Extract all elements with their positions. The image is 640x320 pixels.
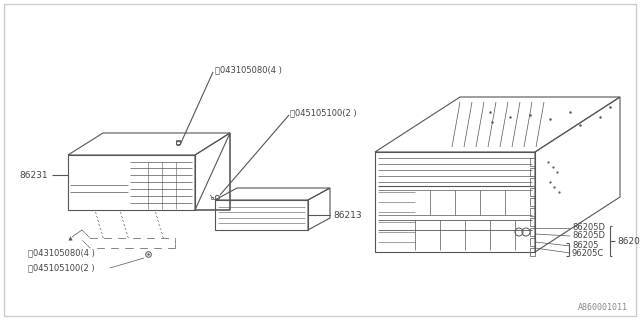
Text: 86201: 86201 xyxy=(617,236,640,245)
Text: A860001011: A860001011 xyxy=(578,303,628,312)
Bar xyxy=(530,218,535,226)
Bar xyxy=(530,198,535,206)
Bar xyxy=(530,238,535,246)
Bar xyxy=(530,208,535,216)
Text: 86205D: 86205D xyxy=(572,223,605,233)
Text: 96205C: 96205C xyxy=(572,249,604,258)
Text: Ⓢ043105080(4 ): Ⓢ043105080(4 ) xyxy=(215,66,282,75)
Text: Ⓢ045105100(2 ): Ⓢ045105100(2 ) xyxy=(290,108,356,117)
Bar xyxy=(530,168,535,176)
Text: 86231: 86231 xyxy=(19,171,48,180)
Text: 86205: 86205 xyxy=(572,242,598,251)
Bar xyxy=(530,178,535,186)
Text: Ⓢ043105080(4 ): Ⓢ043105080(4 ) xyxy=(28,249,95,258)
Bar xyxy=(530,188,535,196)
Text: Ⓢ045105100(2 ): Ⓢ045105100(2 ) xyxy=(28,263,95,273)
Bar xyxy=(530,158,535,166)
Bar xyxy=(530,248,535,256)
Text: 86213: 86213 xyxy=(333,211,362,220)
Bar xyxy=(530,228,535,236)
Text: 86205D: 86205D xyxy=(572,231,605,241)
